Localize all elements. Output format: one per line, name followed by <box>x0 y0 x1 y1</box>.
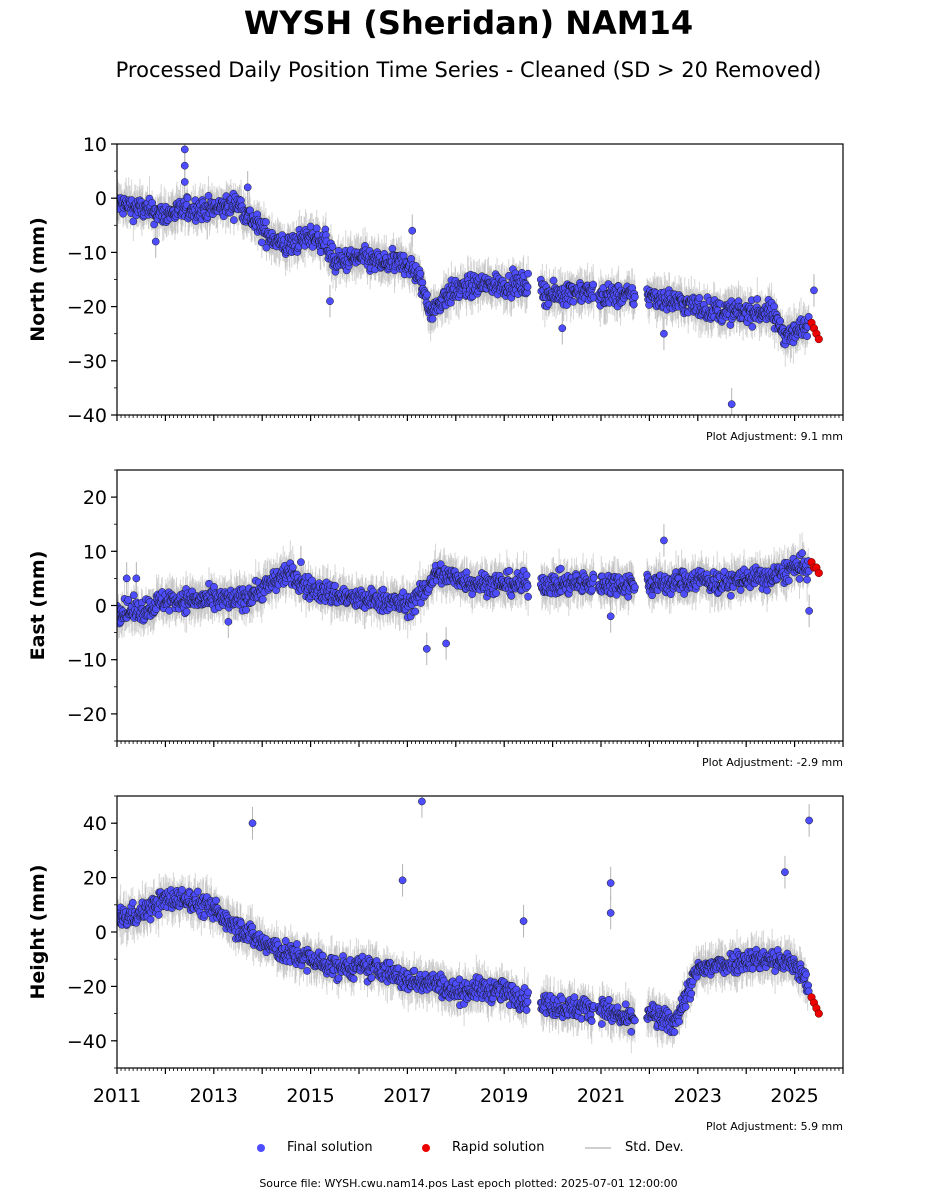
rapid-point <box>814 335 823 344</box>
final-solution-points <box>117 536 813 653</box>
y-tick-label: 0 <box>95 188 107 210</box>
y-tick-label: −10 <box>67 242 107 264</box>
final-point <box>629 300 638 309</box>
chart-subtitle: Processed Daily Position Time Series - C… <box>115 58 822 82</box>
final-point <box>753 295 762 303</box>
final-point <box>523 582 532 591</box>
outlier-point <box>180 161 189 170</box>
final-point <box>522 571 531 580</box>
final-point <box>523 283 532 291</box>
plot-area <box>117 144 823 415</box>
plot-area <box>117 524 823 666</box>
outlier-point <box>326 297 334 306</box>
final-point <box>507 592 516 600</box>
final-point <box>428 315 437 323</box>
final-point <box>259 595 267 604</box>
final-point <box>416 269 425 278</box>
y-tick-label: −30 <box>67 351 107 373</box>
final-point <box>129 217 138 226</box>
final-point <box>417 599 425 607</box>
final-point <box>524 269 532 278</box>
y-tick-label: −20 <box>67 297 107 319</box>
final-point <box>544 299 553 308</box>
final-point <box>262 218 270 226</box>
outlier-point <box>408 226 417 235</box>
final-point <box>803 332 811 341</box>
panel-0: −40 −30 −20 −10 0 10 North (mm) Plot Adjustment… <box>27 134 844 443</box>
outlier-point <box>243 183 252 192</box>
final-point <box>230 216 238 224</box>
plot-adjustment-note: Plot Adjustment: 9.1 mm <box>706 430 843 443</box>
outlier-point <box>180 145 189 154</box>
final-point <box>549 276 558 285</box>
final-point <box>695 294 704 302</box>
final-point <box>129 591 138 600</box>
final-point <box>242 606 250 614</box>
final-point <box>331 581 339 590</box>
final-point <box>436 560 445 569</box>
final-point <box>770 302 778 311</box>
final-point <box>183 194 192 202</box>
final-point <box>505 566 514 575</box>
y-axis-label: North (mm) <box>27 217 49 342</box>
final-point <box>328 242 337 251</box>
final-point <box>124 595 133 604</box>
final-point <box>589 280 598 289</box>
outlier-point <box>151 237 160 246</box>
outlier-point <box>810 286 818 295</box>
outlier-point <box>558 324 567 333</box>
outlier-point <box>660 329 668 338</box>
final-point <box>776 317 785 325</box>
final-point <box>288 563 297 572</box>
final-point <box>569 297 578 306</box>
y-tick-label: −40 <box>67 405 107 427</box>
final-point <box>631 293 639 301</box>
outlier-point <box>180 178 189 186</box>
final-point <box>748 322 757 331</box>
final-point <box>210 583 218 591</box>
y-tick-label: 10 <box>83 134 107 156</box>
final-point <box>423 290 431 299</box>
final-point <box>524 592 532 601</box>
final-point <box>182 607 191 616</box>
final-point <box>312 224 321 233</box>
chart-title: WYSH (Sheridan) NAM14 <box>243 4 694 42</box>
final-point <box>492 589 500 598</box>
outlier-point <box>727 400 736 409</box>
final-solution-points <box>117 145 818 409</box>
final-point <box>411 607 420 616</box>
